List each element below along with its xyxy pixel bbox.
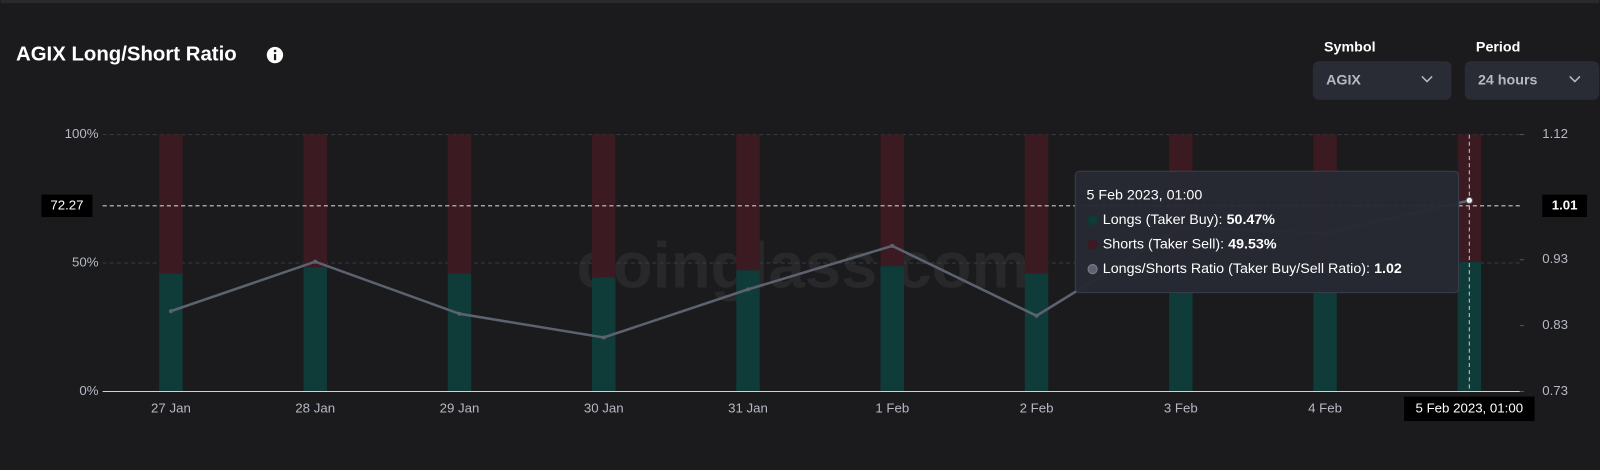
shorts-bar xyxy=(736,134,760,271)
tooltip-row-label: Longs (Taker Buy): xyxy=(1103,212,1223,228)
x-tick-label: 3 Feb xyxy=(1164,400,1198,415)
x-tick-label: 31 Jan xyxy=(728,400,768,415)
x-tick-label: 29 Jan xyxy=(440,400,480,415)
y-tick-label: 0% xyxy=(79,383,98,398)
top-border xyxy=(0,0,1600,4)
y2-tick-label: 0.93 xyxy=(1542,251,1568,266)
crosshair-y-label: 72.27 xyxy=(50,197,83,212)
tooltip-title: 5 Feb 2023, 01:00 xyxy=(1086,188,1202,204)
longs-bar xyxy=(1169,264,1193,392)
dropdown-value: 24 hours xyxy=(1478,72,1538,88)
x-tick-label: 30 Jan xyxy=(584,400,624,415)
control-label: Symbol xyxy=(1324,40,1376,56)
longs-bar xyxy=(592,277,616,392)
dropdown-box xyxy=(1312,61,1452,100)
crosshair-x-label: 5 Feb 2023, 01:00 xyxy=(1416,400,1524,415)
info-icon[interactable] xyxy=(266,46,284,64)
longs-bar xyxy=(880,266,904,392)
crosshair-y-box xyxy=(41,194,93,218)
longs-bar xyxy=(1313,265,1337,392)
x-tick-label: 28 Jan xyxy=(295,400,335,415)
tooltip-row-label: Shorts (Taker Sell): xyxy=(1103,236,1224,252)
shorts-bar xyxy=(159,134,183,274)
ratio-point xyxy=(457,311,462,316)
control-label: Period xyxy=(1476,40,1520,56)
tooltip-row: Shorts (Taker Sell): 49.53% xyxy=(1103,236,1277,252)
shorts-bar xyxy=(303,134,327,268)
longs-bar xyxy=(303,267,327,392)
tooltip-row: Longs (Taker Buy): 50.47% xyxy=(1103,212,1276,228)
longs-bar xyxy=(1024,273,1049,392)
longs-bar xyxy=(159,273,183,392)
dropdown-value: AGIX xyxy=(1326,72,1361,88)
tooltip-swatch xyxy=(1087,239,1098,250)
tooltip-row-value: 49.53% xyxy=(1228,236,1277,252)
info-icon-dot xyxy=(273,49,277,53)
tooltip-row-label: Longs/Shorts Ratio (Taker Buy/Sell Ratio… xyxy=(1103,261,1370,277)
dropdown[interactable]: 24 hours xyxy=(1464,61,1600,100)
ratio-point xyxy=(601,335,606,340)
ratio-point xyxy=(745,287,751,292)
tooltip-row-value: 50.47% xyxy=(1227,212,1276,228)
ratio-point xyxy=(1034,313,1039,318)
longs-bar xyxy=(736,270,760,392)
dropdown[interactable]: AGIX xyxy=(1312,61,1452,100)
crosshair-x-box xyxy=(1404,396,1535,422)
dropdown-box xyxy=(1464,61,1600,100)
shorts-bar xyxy=(1024,134,1049,274)
y2-tick-label: 1.12 xyxy=(1542,126,1568,141)
tooltip-swatch xyxy=(1087,264,1098,275)
x-tick-label: 27 Jan xyxy=(151,400,191,415)
x-tick-label: 4 Feb xyxy=(1308,400,1342,415)
crosshair-y2-label: 1.01 xyxy=(1552,197,1578,212)
y-tick-label: 100% xyxy=(65,126,99,141)
tooltip-row: Longs/Shorts Ratio (Taker Buy/Sell Ratio… xyxy=(1103,261,1402,277)
longs-bar xyxy=(1457,261,1482,392)
ratio-point xyxy=(890,243,895,248)
tooltip-swatch xyxy=(1087,215,1098,226)
chart-title: AGIX Long/Short Ratio xyxy=(16,43,237,65)
shorts-bar xyxy=(447,134,472,274)
tooltip-box xyxy=(1074,170,1460,294)
shorts-bar xyxy=(880,134,904,267)
dropdown-chevron xyxy=(1569,75,1581,83)
x-tick-label: 1 Feb xyxy=(875,400,909,415)
dropdown-chevron xyxy=(1421,75,1433,83)
ratio-point xyxy=(168,309,173,314)
y2-tick-label: 0.73 xyxy=(1542,383,1568,398)
x-tick-label: 2 Feb xyxy=(1020,400,1054,415)
tooltip-row-value: 1.02 xyxy=(1374,261,1402,277)
tooltip: 5 Feb 2023, 01:00 Longs (Taker Buy): 50.47… xyxy=(1074,170,1460,294)
watermark: coinglass.com xyxy=(576,228,1029,301)
longs-bar xyxy=(447,273,472,392)
info-icon-stem xyxy=(273,54,277,61)
crosshair-y2-box xyxy=(1542,194,1588,218)
y-tick-label: 50% xyxy=(72,255,99,270)
y2-tick-label: 0.83 xyxy=(1542,317,1568,332)
ratio-point xyxy=(313,259,318,264)
